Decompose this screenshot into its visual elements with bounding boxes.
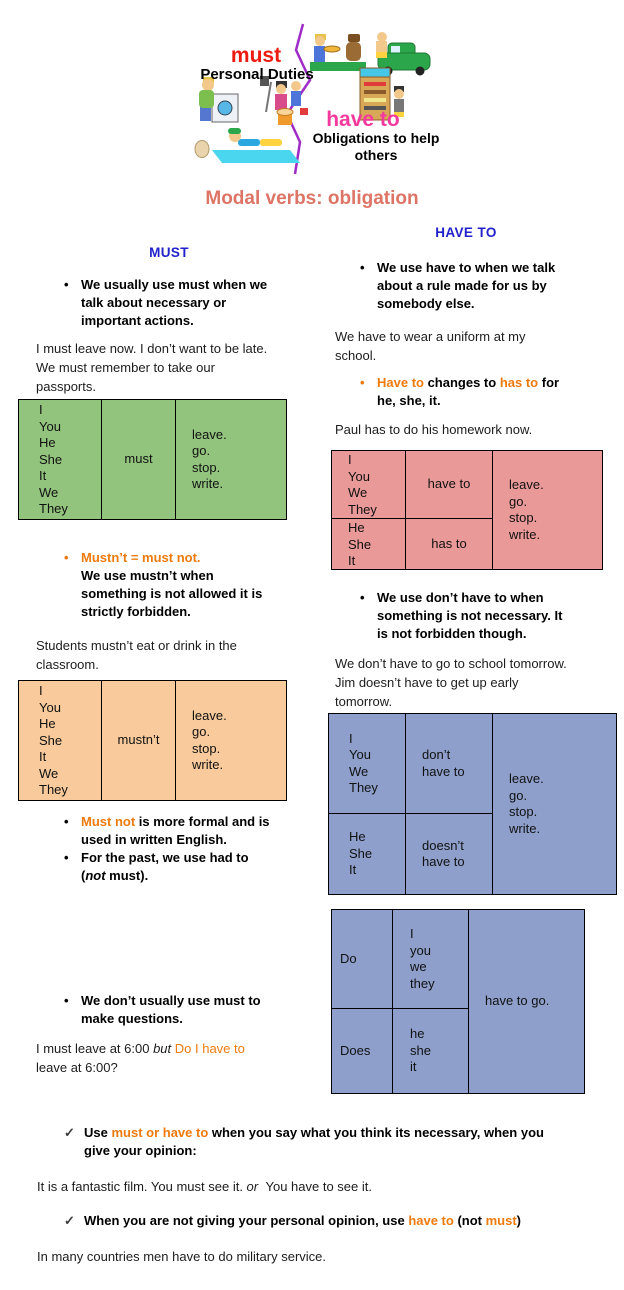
bullet-haveto-usage-text: We use have to when we talk about a rule… bbox=[377, 260, 556, 311]
check-marker bbox=[64, 1212, 84, 1230]
questions-r2-aux: Does bbox=[332, 1009, 393, 1093]
banner-personal-duties-caption: Personal Duties bbox=[200, 66, 314, 83]
check-marker bbox=[64, 1124, 84, 1160]
dont-r2-verb: doesn’t have to bbox=[406, 814, 493, 894]
banner-obligations-caption: Obligations to help others bbox=[312, 130, 440, 163]
questions-r1-aux: Do bbox=[332, 910, 393, 1009]
bullet-past-text: For the past, we use had to (not must). bbox=[81, 850, 249, 883]
haveto-r1-verb: have to bbox=[406, 451, 493, 519]
check-no-opinion-text: When you are not giving your personal op… bbox=[84, 1213, 521, 1228]
bullet-hasto: Have to changes to has to for he, she, i… bbox=[360, 374, 590, 410]
bullet-must-usage-text: We usually use must when we talk about n… bbox=[81, 277, 268, 328]
bullet-marker bbox=[360, 589, 377, 643]
example-haveto: We have to wear a uniform at my school. bbox=[335, 329, 526, 363]
dont-have-to-table: I You We They don’t have to leave. go. s… bbox=[328, 713, 617, 895]
check-no-opinion: When you are not giving your personal op… bbox=[64, 1212, 604, 1230]
banner-clipart bbox=[194, 23, 431, 175]
bullet-dont-haveto-text: We use don’t have to when something is n… bbox=[377, 590, 563, 641]
banner: must Personal Duties have to Obligations… bbox=[150, 22, 480, 177]
mustnt-table-verb-cell: mustn’t bbox=[102, 681, 176, 800]
formal-rest: is more formal and is used in written En… bbox=[81, 814, 270, 847]
bullet-marker-orange bbox=[64, 549, 81, 621]
example-dont-haveto: We don’t have to go to school tomorrow. … bbox=[335, 656, 567, 709]
example-no-opinion: In many countries men have to do militar… bbox=[37, 1249, 327, 1264]
mustnt-table-subjects-cell: I You He She It We They bbox=[19, 681, 102, 800]
questions-r2-subjects: he she it bbox=[393, 1009, 469, 1093]
mustnt-rest: We use mustn’t when something is not all… bbox=[81, 568, 263, 619]
must-table-verb-cell: must bbox=[102, 400, 176, 519]
bullet-marker bbox=[64, 849, 81, 885]
formal-lead: Must not bbox=[81, 814, 136, 829]
bullet-marker bbox=[64, 992, 81, 1028]
have-to-table: I You We They have to leave. go. stop. w… bbox=[331, 450, 603, 570]
bullet-marker bbox=[64, 813, 81, 849]
banner-must-label: must bbox=[230, 44, 282, 67]
past-italic: not bbox=[85, 868, 106, 883]
bullet-must-usage: We usually use must when we talk about n… bbox=[64, 276, 290, 330]
example-opinion: It is a fantastic film. You must see it.… bbox=[37, 1179, 372, 1194]
bullet-marker bbox=[360, 259, 377, 313]
bullet-marker bbox=[64, 276, 81, 330]
must-heading: MUST bbox=[149, 245, 189, 260]
banner-have-to-label: have to bbox=[326, 108, 400, 131]
page-title: Modal verbs: obligation bbox=[205, 188, 419, 209]
opinion-italic: or bbox=[246, 1179, 259, 1194]
example-hasto: Paul has to do his homework now. bbox=[335, 422, 533, 437]
bullet-past: For the past, we use had to (not must). bbox=[64, 849, 304, 885]
questions-r1-subjects: I you we they bbox=[393, 910, 469, 1009]
check-opinion-text: Use must or have to when you say what yo… bbox=[84, 1125, 544, 1158]
mustnt-table-complements-cell: leave. go. stop. write. bbox=[192, 707, 227, 773]
example-must: I must leave now. I don’t want to be lat… bbox=[36, 341, 268, 394]
haveto-complements: leave. go. stop. write. bbox=[509, 477, 544, 542]
mustnt-table: I You He She It We They mustn’t leave. g… bbox=[18, 680, 287, 801]
question-italic: but bbox=[153, 1041, 172, 1056]
mustnt-lead: Mustn’t = must not. bbox=[81, 550, 201, 565]
haveto-r2-verb: has to bbox=[406, 519, 493, 569]
bullet-mustnt: Mustn’t = must not. We use mustn’t when … bbox=[64, 549, 296, 621]
must-table: I You He She It We They must leave. go. … bbox=[18, 399, 287, 520]
questions-table: Do I you we they have to go. Does he she… bbox=[331, 909, 585, 1094]
bullet-haveto-usage: We use have to when we talk about a rule… bbox=[360, 259, 590, 313]
bullet-formal-text: Must not is more formal and is used in w… bbox=[81, 813, 270, 849]
bullet-formal: Must not is more formal and is used in w… bbox=[64, 813, 304, 849]
must-table-complements-cell: leave. go. stop. write. bbox=[192, 426, 227, 492]
dont-r2-subjects: He She It bbox=[329, 814, 406, 894]
dont-r1-verb: don’t have to bbox=[406, 714, 493, 814]
check-opinion: Use must or have to when you say what yo… bbox=[64, 1124, 594, 1160]
bullet-questions-text: We don’t usually use must to make questi… bbox=[81, 993, 261, 1026]
bullet-questions: We don’t usually use must to make questi… bbox=[64, 992, 290, 1028]
question-orange: Do I have to bbox=[171, 1041, 245, 1056]
bullet-hasto-text: Have to changes to has to for he, she, i… bbox=[377, 375, 560, 408]
example-question: I must leave at 6:00 but Do I have to le… bbox=[36, 1041, 245, 1075]
example-mustnt: Students mustn’t eat or drink in the cla… bbox=[36, 638, 237, 672]
dont-complements: leave. go. stop. write. bbox=[509, 771, 544, 836]
haveto-r1-subjects: I You We They bbox=[332, 451, 406, 519]
bullet-mustnt-text: Mustn’t = must not. We use mustn’t when … bbox=[81, 549, 262, 621]
must-table-subjects-cell: I You He She It We They bbox=[19, 400, 102, 519]
bullet-marker-orange bbox=[360, 374, 377, 410]
have-to-heading: HAVE TO bbox=[435, 225, 497, 240]
questions-complement: have to go. bbox=[485, 993, 550, 1009]
dont-r1-subjects: I You We They bbox=[329, 714, 406, 814]
haveto-r2-subjects: He She It bbox=[332, 519, 406, 569]
bullet-dont-haveto: We use don’t have to when something is n… bbox=[360, 589, 590, 643]
